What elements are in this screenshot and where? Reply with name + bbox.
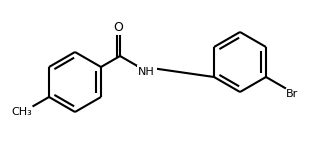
Text: NH: NH (138, 67, 155, 77)
Text: CH₃: CH₃ (12, 107, 32, 117)
Text: O: O (113, 21, 123, 34)
Text: Br: Br (286, 89, 298, 99)
Text: NH: NH (138, 67, 155, 77)
